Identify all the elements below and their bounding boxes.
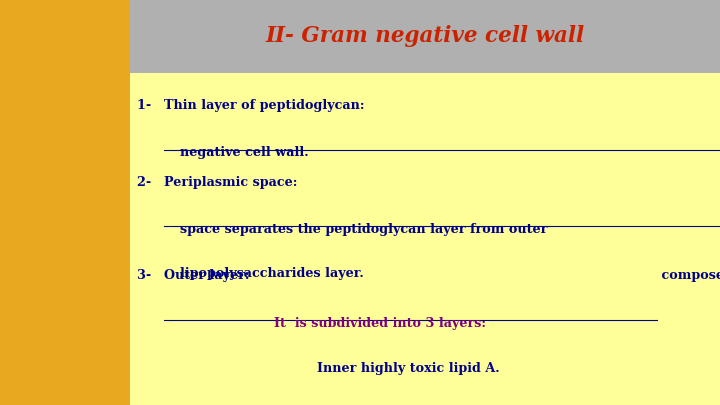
Text: Outer layer:: Outer layer: <box>164 269 250 282</box>
Text: negative cell wall.: negative cell wall. <box>180 146 309 159</box>
FancyBboxPatch shape <box>130 0 720 405</box>
Text: Inner highly toxic lipid A.: Inner highly toxic lipid A. <box>317 362 500 375</box>
Text: Periplasmic space:: Periplasmic space: <box>164 176 297 189</box>
FancyBboxPatch shape <box>130 0 720 73</box>
Text: Thin layer of peptidoglycan:: Thin layer of peptidoglycan: <box>164 99 364 112</box>
Text: 3-: 3- <box>137 269 156 282</box>
Text: composed of lipopolysaccharides (LPS).: composed of lipopolysaccharides (LPS). <box>657 269 720 282</box>
Text: 1-: 1- <box>137 99 156 112</box>
Text: II- Gram negative cell wall: II- Gram negative cell wall <box>265 25 585 47</box>
Text: space separates the peptidoglycan layer from outer: space separates the peptidoglycan layer … <box>180 223 547 236</box>
Text: 2-: 2- <box>137 176 156 189</box>
Text: It  is subdivided into 3 layers:: It is subdivided into 3 layers: <box>274 317 485 330</box>
Text: lipopolysaccharides layer.: lipopolysaccharides layer. <box>180 267 364 280</box>
